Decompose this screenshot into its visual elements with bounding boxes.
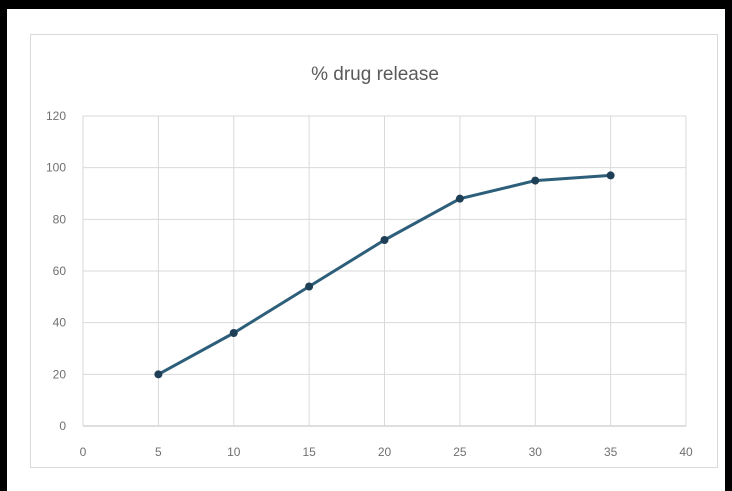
y-tick-label: 60 bbox=[53, 264, 67, 278]
data-point bbox=[154, 370, 163, 379]
x-tick-label: 40 bbox=[679, 445, 693, 459]
chart-title: % drug release bbox=[311, 64, 439, 85]
data-point bbox=[380, 236, 389, 244]
data-point bbox=[229, 329, 238, 337]
data-point bbox=[305, 282, 314, 291]
gridlines bbox=[82, 115, 687, 427]
chart-area bbox=[30, 34, 718, 468]
y-tick-label: 0 bbox=[59, 419, 66, 433]
x-tick-label: 0 bbox=[80, 445, 87, 459]
data-point bbox=[531, 176, 540, 185]
y-tick-label: 120 bbox=[46, 109, 66, 123]
data-point bbox=[606, 171, 615, 180]
x-tick-label: 5 bbox=[155, 445, 162, 459]
x-tick-label: 30 bbox=[529, 445, 543, 459]
y-tick-label: 100 bbox=[46, 161, 66, 175]
x-tick-label: 35 bbox=[604, 445, 618, 459]
x-tick-label: 25 bbox=[453, 445, 467, 459]
y-tick-label: 40 bbox=[53, 316, 67, 330]
y-tick-label: 80 bbox=[53, 212, 67, 226]
x-tick-label: 20 bbox=[378, 445, 392, 459]
data-point bbox=[455, 194, 464, 203]
y-tick-label: 20 bbox=[53, 367, 67, 381]
y-axis-ticks: 0 20 40 60 80 100 120 bbox=[46, 109, 66, 433]
x-axis-ticks: 0 5 10 15 20 25 30 35 40 bbox=[80, 445, 693, 459]
x-tick-label: 10 bbox=[227, 445, 241, 459]
x-tick-label: 15 bbox=[302, 445, 316, 459]
series bbox=[154, 171, 615, 379]
